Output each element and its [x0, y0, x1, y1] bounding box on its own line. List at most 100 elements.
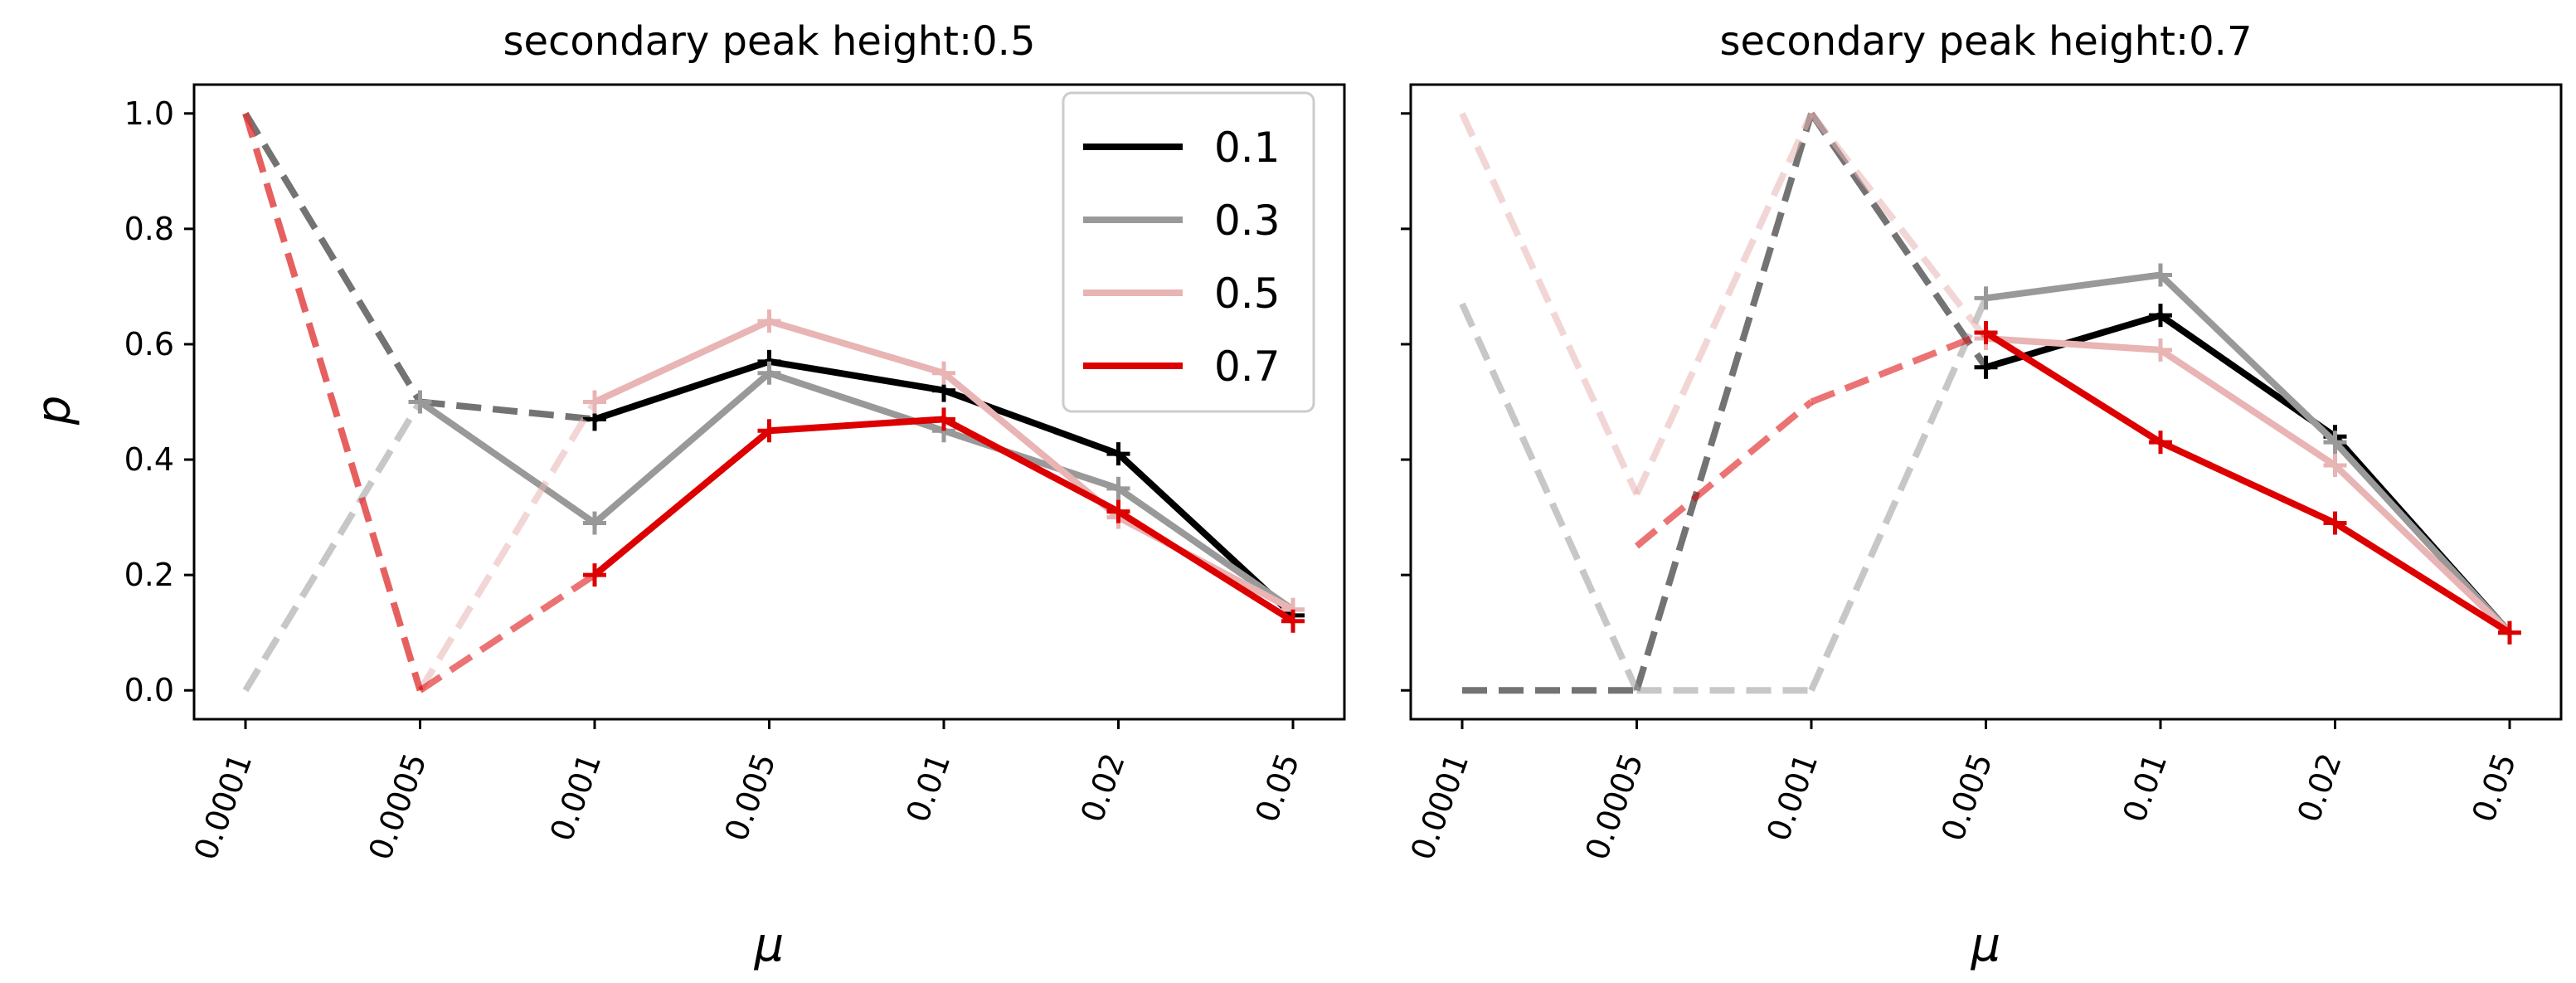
- data-point-marker: [2149, 431, 2172, 455]
- x-tick-label: 0.01: [899, 748, 957, 827]
- data-point-marker: [583, 390, 606, 414]
- data-point-marker: [1281, 609, 1305, 633]
- series-dashed-segment: [1633, 112, 1815, 692]
- series-line-segment: [593, 358, 770, 423]
- series-dashed-segment: [1808, 111, 1989, 341]
- data-point-marker: [1974, 286, 1998, 310]
- legend: 0.1 0.3 0.5 0.7: [1062, 91, 1315, 413]
- series-0-5: [1459, 111, 2521, 645]
- series-dashed-segment: [418, 572, 597, 693]
- panel-title: secondary peak height:0.5: [503, 18, 1036, 65]
- series-line-segment: [769, 416, 945, 435]
- series-dashed-segment: [242, 400, 423, 693]
- series-dashed-segment: [1459, 112, 1640, 496]
- y-tick-label: 1.0: [124, 95, 174, 132]
- series-dashed-segment: [420, 398, 595, 423]
- data-point-marker: [1106, 476, 1130, 500]
- series-line-segment: [1984, 329, 2163, 445]
- data-point-marker: [1106, 442, 1130, 466]
- y-axis-label: p: [27, 396, 81, 426]
- series-line-segment: [768, 318, 945, 377]
- y-tick-label: 0.4: [124, 441, 174, 478]
- series-0-3: [242, 361, 1305, 693]
- data-point-marker: [757, 361, 781, 385]
- x-tick-label: 0.001: [543, 748, 609, 845]
- series-line-segment: [1116, 485, 1295, 613]
- series-0-7: [242, 112, 1305, 693]
- series-dashed-segment: [1808, 296, 1990, 692]
- series-line-segment: [942, 427, 1120, 492]
- axes-frame: [192, 83, 1346, 721]
- data-point-marker: [2149, 263, 2172, 287]
- data-point-marker: [408, 390, 432, 414]
- series-line-segment: [2159, 439, 2337, 527]
- data-point-marker: [1106, 499, 1130, 523]
- x-tick-label: 0.005: [1934, 748, 2000, 845]
- data-point-marker: [2149, 304, 2172, 328]
- data-point-marker: [583, 563, 606, 587]
- legend-label: 0.7: [1214, 343, 1281, 391]
- data-point-marker: [1974, 321, 1998, 345]
- data-point-marker: [2323, 431, 2347, 455]
- series-dashed-segment: [1634, 399, 1814, 549]
- x-tick-label: 0.02: [2291, 748, 2349, 827]
- data-point-marker: [932, 407, 955, 431]
- left-panel: secondary peak height:0.5 0.0 0.2 0.4 0.6 0.8…: [27, 18, 1346, 972]
- x-tick-label: 0.001: [1760, 748, 1825, 845]
- data-point-marker: [583, 511, 606, 535]
- x-axis-label: μ: [1971, 918, 2001, 972]
- data-point-marker: [757, 419, 781, 443]
- x-tick-label: 0.05: [2465, 748, 2523, 827]
- y-tick-label: 0.0: [124, 672, 174, 708]
- legend-box: [1062, 91, 1315, 413]
- x-tick-label: 0.05: [1248, 748, 1306, 827]
- axes-frame: [1409, 83, 2563, 721]
- series-line-segment: [418, 399, 597, 526]
- data-point-marker: [932, 361, 955, 385]
- series-0-7: [1634, 321, 2521, 645]
- series-line-segment: [592, 428, 772, 578]
- series-line-segment: [2158, 347, 2337, 469]
- x-axis-label: μ: [754, 918, 785, 972]
- series-dashed-segment: [417, 400, 598, 693]
- series-line-segment: [768, 358, 945, 394]
- x-tick-label: 0.0001: [1404, 748, 1476, 864]
- y-tick-label: 0.6: [124, 326, 174, 363]
- series-line-segment: [1985, 335, 2161, 353]
- y-tick-label: 0.8: [124, 211, 174, 247]
- series-line-segment: [2158, 272, 2338, 445]
- series-line-segment: [942, 416, 1120, 515]
- legend-label: 0.1: [1214, 124, 1281, 172]
- x-tick-label: 0.0001: [187, 748, 260, 864]
- data-point-marker: [2323, 511, 2347, 535]
- legend-label: 0.5: [1214, 270, 1281, 318]
- series-dashed-segment: [1459, 302, 1640, 692]
- series-line-segment: [2332, 463, 2512, 635]
- y-tick-label: 0.2: [124, 557, 174, 593]
- series-dashed-segment: [242, 111, 423, 404]
- series-0-3: [1459, 263, 2521, 694]
- series-line-segment: [592, 370, 772, 526]
- right-panel: secondary peak height:0.7 0.0001 0.0005 0.0…: [1401, 18, 2563, 972]
- series-line-segment: [1116, 509, 1295, 625]
- data-point-marker: [2323, 454, 2347, 477]
- x-tick-label: 0.005: [717, 748, 783, 845]
- series-line-segment: [1985, 271, 2161, 302]
- series-line-segment: [593, 318, 771, 406]
- legend-label: 0.3: [1214, 197, 1281, 245]
- series-line-segment: [2333, 520, 2512, 636]
- panel-title: secondary peak height:0.7: [1720, 18, 2253, 65]
- x-tick-label: 0.02: [1074, 748, 1132, 827]
- data-point-marker: [2498, 620, 2521, 645]
- data-point-marker: [2149, 338, 2172, 362]
- series-dashed-segment: [242, 112, 424, 692]
- series-dashed-segment: [1810, 329, 1987, 406]
- x-tick-label: 0.0005: [362, 748, 434, 864]
- data-point-marker: [1974, 355, 1998, 379]
- series-dashed-segment: [1633, 112, 1815, 496]
- series-0-1: [1462, 111, 2521, 694]
- data-point-marker: [757, 309, 781, 333]
- x-tick-label: 0.0005: [1578, 748, 1650, 864]
- x-tick-label: 0.01: [2116, 748, 2174, 827]
